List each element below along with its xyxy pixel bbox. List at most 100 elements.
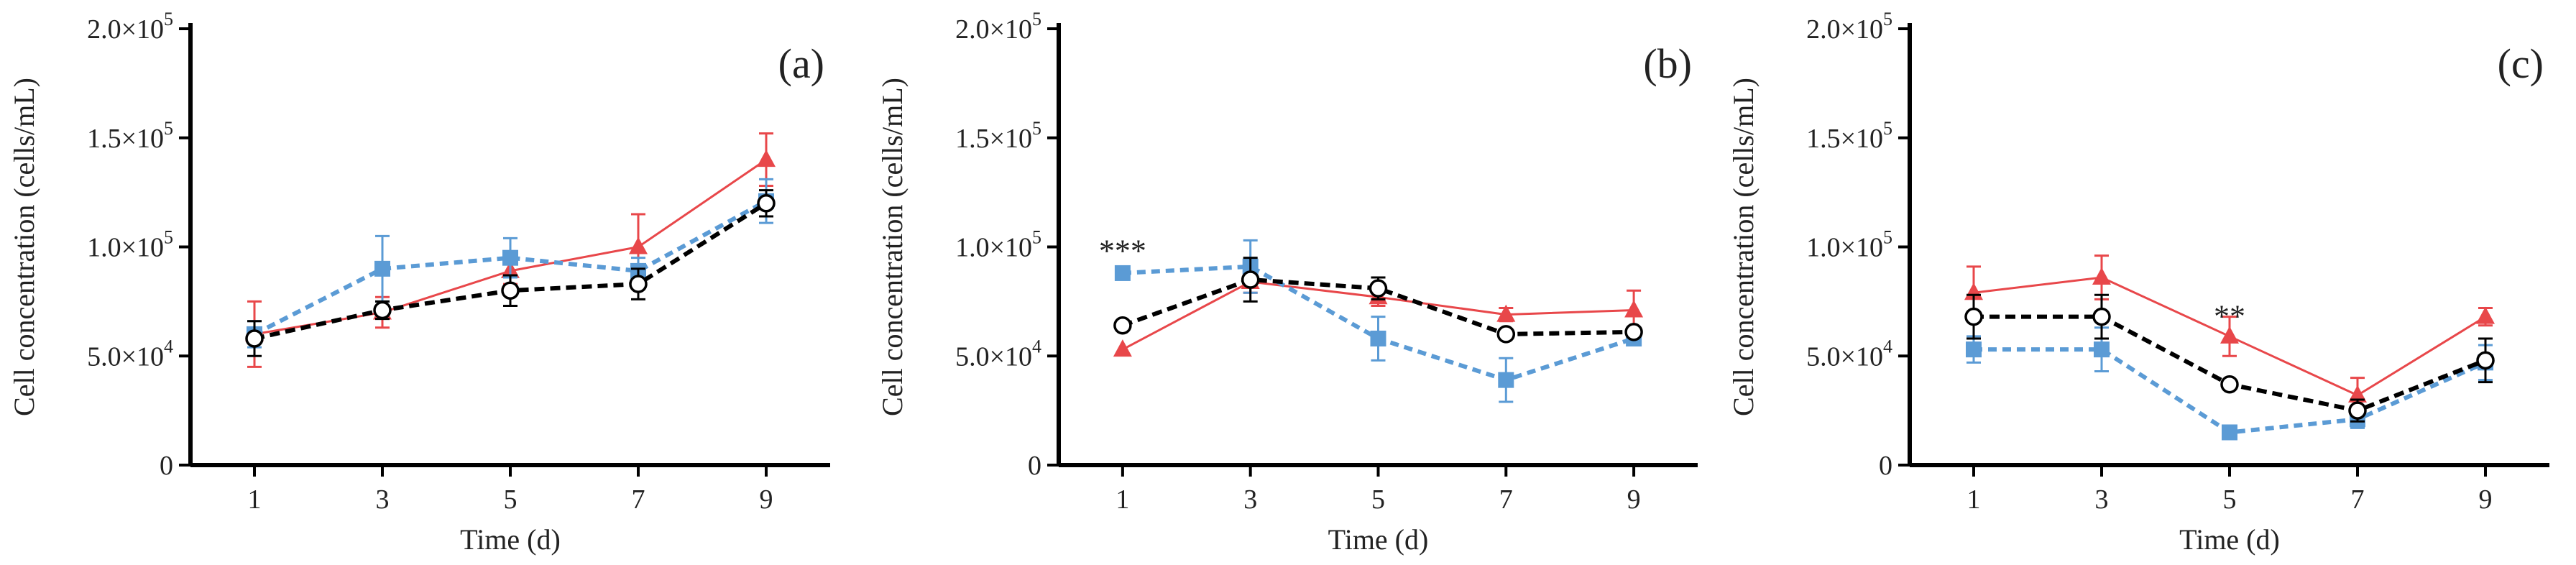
y-tick-label: 0 — [1879, 451, 1892, 481]
data-point-triangle — [1624, 300, 1644, 318]
data-point-triangle — [2476, 306, 2495, 324]
x-tick-label: 7 — [1499, 484, 1513, 515]
y-tick-exponent: 4 — [164, 336, 173, 357]
data-point-square — [1966, 341, 1982, 358]
x-axis-title: Time (d) — [2179, 523, 2280, 556]
y-tick-times: ×10 — [1841, 124, 1883, 154]
series-square — [1114, 239, 1642, 403]
panel-label: (a) — [778, 40, 824, 87]
y-tick-times: ×10 — [990, 14, 1032, 45]
y-tick-times: ×10 — [121, 233, 164, 263]
y-tick-mantissa: 0 — [160, 451, 173, 481]
y-tick-mantissa: 1.5 — [1806, 124, 1841, 154]
data-point-triangle — [629, 236, 648, 254]
y-tick-times: ×10 — [990, 341, 1032, 372]
y-tick-times: ×10 — [121, 341, 164, 372]
y-tick-label: 5.0×104 — [87, 336, 173, 372]
y-tick-label: 5.0×104 — [955, 336, 1041, 372]
x-tick-label: 5 — [1371, 484, 1385, 515]
y-tick-times: ×10 — [1841, 341, 1883, 372]
x-axis-title: Time (d) — [1328, 523, 1429, 556]
data-point-circle — [373, 300, 392, 320]
series-circle — [1113, 257, 1643, 344]
y-tick-times: ×10 — [121, 14, 164, 45]
significance-label: ** — [2214, 299, 2245, 334]
y-tick-label: 0 — [160, 451, 173, 481]
x-tick-label: 9 — [760, 484, 773, 515]
x-tick-label: 9 — [1627, 484, 1641, 515]
y-tick-exponent: 5 — [1032, 118, 1041, 139]
y-tick-exponent: 5 — [1032, 9, 1041, 29]
y-tick-times: ×10 — [1841, 14, 1883, 45]
y-tick-mantissa: 5.0 — [87, 341, 121, 372]
data-point-triangle — [2220, 326, 2239, 344]
data-point-circle — [2476, 351, 2495, 370]
x-tick-label: 1 — [1967, 484, 1981, 515]
y-tick-label: 1.0×105 — [1806, 227, 1892, 263]
y-tick-mantissa: 1.0 — [1806, 233, 1841, 263]
y-tick-mantissa: 1.0 — [87, 233, 121, 263]
x-tick-label: 3 — [1243, 484, 1257, 515]
data-point-triangle — [2348, 385, 2367, 403]
x-axis-title: Time (d) — [460, 523, 561, 556]
y-tick-exponent: 5 — [164, 118, 173, 139]
y-axis-title: Cell concentration (cells/mL) — [8, 78, 40, 416]
y-axis-title: Cell concentration (cells/mL) — [876, 78, 908, 416]
data-point-triangle — [2092, 267, 2111, 285]
panel-label: (b) — [1643, 40, 1692, 87]
significance-label: *** — [1099, 234, 1146, 269]
x-tick-label: 7 — [632, 484, 645, 515]
data-point-circle — [1368, 279, 1388, 298]
data-point-circle — [1113, 316, 1132, 335]
y-tick-label: 1.0×105 — [87, 227, 173, 263]
x-tick-label: 7 — [2351, 484, 2365, 515]
x-tick-label: 3 — [2095, 484, 2109, 515]
data-point-circle — [1624, 323, 1643, 341]
y-tick-exponent: 4 — [1883, 336, 1892, 357]
y-tick-label: 1.5×105 — [1806, 118, 1892, 154]
y-tick-exponent: 5 — [1883, 227, 1892, 248]
y-tick-times: ×10 — [990, 124, 1032, 154]
data-point-square — [374, 260, 390, 277]
data-point-circle — [629, 275, 648, 293]
series-circle — [1964, 293, 2495, 423]
y-tick-label: 1.5×105 — [955, 118, 1041, 154]
data-point-circle — [245, 329, 264, 348]
y-tick-label: 2.0×105 — [87, 9, 173, 45]
data-point-triangle — [757, 150, 776, 167]
series-line — [253, 199, 768, 336]
data-point-circle — [757, 194, 776, 213]
y-tick-times: ×10 — [990, 233, 1032, 263]
y-tick-times: ×10 — [1841, 233, 1883, 263]
data-point-square — [1498, 372, 1514, 388]
data-point-circle — [1964, 307, 1983, 326]
x-tick-label: 9 — [2479, 484, 2493, 515]
y-tick-times: ×10 — [121, 124, 164, 154]
data-point-square — [2222, 424, 2237, 441]
data-point-triangle — [1113, 339, 1132, 357]
x-tick-label: 5 — [504, 484, 518, 515]
y-tick-mantissa: 0 — [1879, 451, 1892, 481]
data-point-circle — [1241, 270, 1260, 289]
y-tick-mantissa: 5.0 — [1806, 341, 1841, 372]
x-tick-label: 5 — [2223, 484, 2237, 515]
y-tick-mantissa: 1.5 — [955, 124, 990, 154]
y-tick-label: 1.5×105 — [87, 118, 173, 154]
x-tick-label: 1 — [248, 484, 262, 515]
y-tick-mantissa: 5.0 — [955, 341, 990, 372]
data-point-circle — [501, 281, 520, 300]
data-point-circle — [2220, 375, 2239, 394]
x-tick-label: 3 — [376, 484, 390, 515]
y-axis-title: Cell concentration (cells/mL) — [1727, 78, 1760, 416]
x-tick-label: 1 — [1116, 484, 1129, 515]
y-tick-label: 2.0×105 — [955, 9, 1041, 45]
y-tick-mantissa: 1.5 — [87, 124, 121, 154]
data-point-circle — [1496, 325, 1516, 344]
data-point-circle — [2348, 401, 2367, 420]
data-point-triangle — [1496, 304, 1516, 322]
y-tick-mantissa: 2.0 — [1806, 14, 1841, 45]
panel-label: (c) — [2498, 40, 2544, 87]
